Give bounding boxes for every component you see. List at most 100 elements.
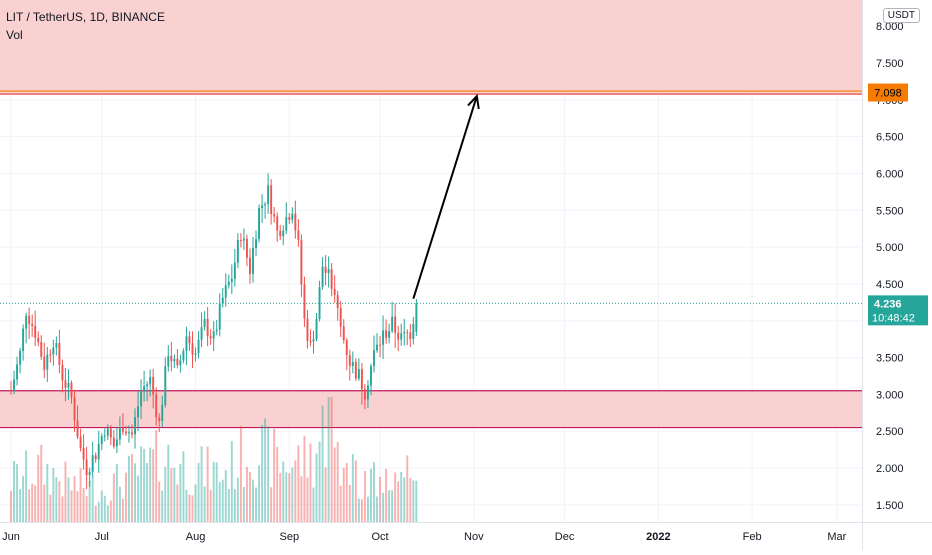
candle-body	[215, 329, 218, 332]
candle-body	[379, 344, 382, 346]
candle-body	[242, 238, 245, 241]
volume-bar	[203, 486, 206, 522]
candle-body	[321, 266, 324, 288]
volume-bar	[73, 476, 76, 522]
y-tick-label: 2.000	[876, 463, 904, 475]
y-tick-label: 3.500	[876, 353, 904, 365]
volume-bar	[221, 479, 224, 522]
volume-bar	[94, 505, 97, 522]
volume-bar	[37, 454, 40, 522]
volume-bar	[351, 454, 354, 522]
candle-body	[245, 238, 248, 258]
candle-body	[91, 455, 94, 472]
candle-body	[382, 330, 385, 345]
volume-bar	[227, 489, 230, 522]
candle-body	[76, 420, 79, 437]
candle-body	[391, 316, 394, 332]
volume-bar	[182, 451, 185, 522]
candle-body	[270, 185, 273, 215]
candle-body	[100, 436, 103, 445]
volume-bar	[415, 480, 418, 522]
candle-body	[191, 343, 194, 355]
volume-bar	[161, 490, 164, 522]
candle-body	[79, 436, 82, 449]
symbol-title[interactable]: LIT / TetherUS, 1D, BINANCE	[6, 10, 165, 24]
volume-bar	[297, 445, 300, 522]
candle-body	[40, 341, 43, 357]
volume-bar	[400, 471, 403, 522]
volume-bar	[385, 468, 388, 522]
volume-bar	[252, 479, 254, 522]
volume-bar	[239, 426, 242, 522]
volume-bar	[336, 441, 339, 522]
volume-bar	[273, 428, 276, 522]
volume-bar	[270, 487, 273, 522]
candle-body	[324, 266, 327, 273]
volume-bar	[121, 498, 124, 522]
x-tick-label: Jul	[95, 531, 109, 543]
candle-body	[103, 435, 106, 437]
volume-bar	[28, 489, 31, 522]
volume-bar	[388, 490, 391, 522]
candle-body	[415, 303, 418, 332]
volume-bar	[215, 462, 218, 522]
candle-body	[128, 432, 130, 434]
volume-bar	[158, 481, 161, 522]
candle-body	[273, 214, 276, 217]
volume-bar	[282, 461, 285, 522]
volume-bar	[285, 472, 288, 522]
volume-indicator-label[interactable]: Vol	[6, 28, 23, 42]
volume-bar	[155, 429, 158, 522]
candle-body	[279, 230, 282, 237]
candle-body	[285, 217, 288, 231]
candle-body	[149, 376, 152, 385]
candle-body	[164, 366, 167, 405]
candle-body	[218, 303, 221, 330]
volume-bar	[360, 499, 363, 522]
volume-bar	[379, 476, 382, 522]
candle-body	[357, 369, 360, 379]
candle-body	[158, 417, 161, 421]
volume-bar	[58, 481, 61, 522]
candle-body	[258, 208, 261, 240]
volume-bar	[128, 455, 130, 522]
volume-bar	[43, 484, 46, 522]
x-tick-label: Dec	[555, 531, 575, 543]
x-tick-label: Jun	[2, 531, 20, 543]
candle-body	[43, 356, 46, 370]
candle-body	[300, 239, 303, 285]
y-tick-label: 5.500	[876, 205, 904, 217]
candle-body	[197, 339, 200, 354]
volume-bar	[40, 444, 43, 522]
candle-body	[360, 369, 363, 390]
candle-body	[70, 382, 73, 398]
x-tick-label: Feb	[743, 531, 762, 543]
candle-body	[212, 331, 215, 339]
candle-body	[115, 439, 118, 447]
currency-unit-button[interactable]: USDT	[882, 8, 920, 23]
volume-bar	[391, 490, 394, 522]
volume-bar	[70, 490, 73, 522]
volume-bar	[167, 444, 170, 522]
candle-body	[403, 332, 406, 334]
price-lines	[0, 90, 862, 304]
volume-bar	[103, 495, 106, 522]
volume-bar	[143, 448, 146, 522]
volume-bar	[230, 441, 233, 522]
candle-body	[185, 336, 188, 351]
projection-arrow[interactable]	[412, 93, 480, 299]
candle-body	[124, 431, 127, 434]
candle-body	[131, 432, 133, 435]
volume-bar	[179, 464, 182, 522]
resistance-zone	[0, 0, 862, 95]
volume-bar	[88, 480, 91, 522]
candle-body	[52, 347, 55, 355]
candle-body	[134, 417, 136, 435]
volume-bar	[170, 468, 173, 522]
volume-bar	[131, 453, 133, 522]
support-zone	[0, 390, 862, 428]
volume-bar	[76, 491, 79, 522]
candle-body	[345, 340, 348, 356]
